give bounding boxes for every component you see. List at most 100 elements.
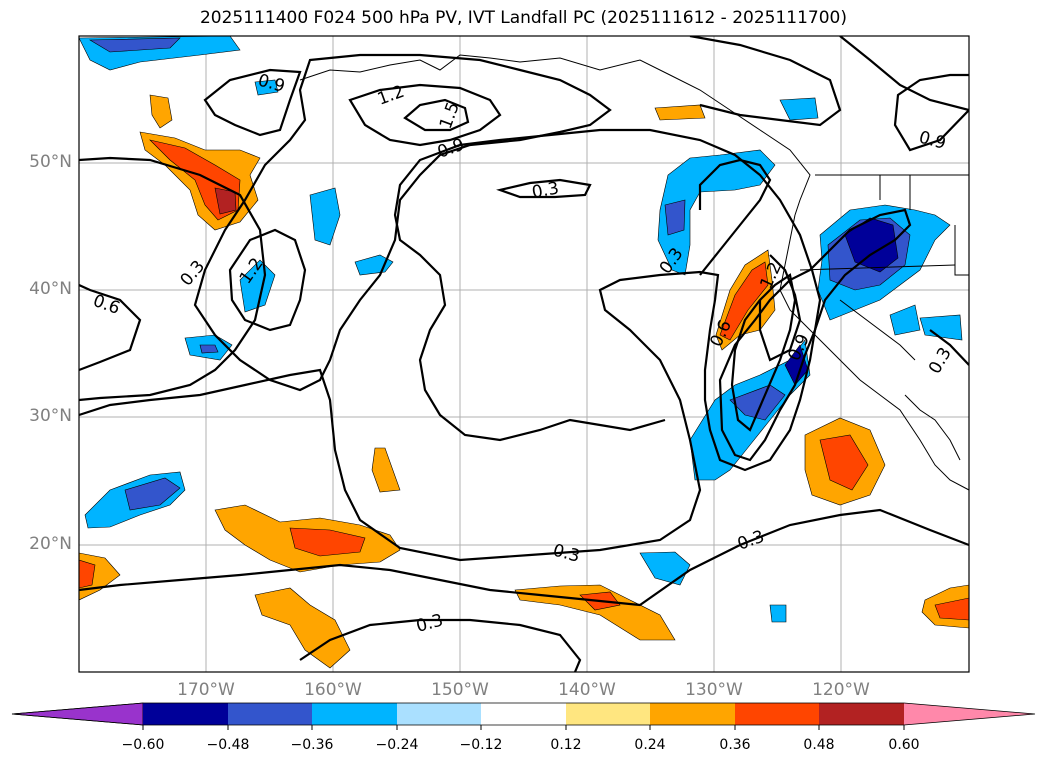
- negative-pv-region: [729, 384, 786, 421]
- coastline-north-america: [779, 214, 969, 491]
- state-boundary: [839, 299, 916, 361]
- contour-0.9: [718, 208, 912, 462]
- negative-pv-region: [769, 604, 787, 623]
- colorbar-tick-label: −0.60: [121, 737, 165, 753]
- colorbar-segment: [397, 703, 481, 725]
- positive-pv-region: [514, 584, 676, 641]
- contour-0.9: [203, 68, 302, 137]
- contour-label: 0.3: [925, 344, 956, 377]
- negative-pv-region: [889, 304, 921, 336]
- contour-0.9: [893, 73, 969, 152]
- lon-label: 140°W: [558, 680, 616, 700]
- contour-label: 0.9: [435, 135, 467, 163]
- negative-pv-region: [354, 254, 394, 276]
- colorbar: [11, 702, 1036, 730]
- colorbar-segment: [228, 703, 312, 725]
- contour-label: 0.6: [90, 291, 122, 319]
- contour-0.3: [79, 128, 822, 562]
- contour-label: 0.3: [735, 527, 767, 555]
- positive-pv-region: [149, 94, 173, 129]
- colorbar-segment: [312, 703, 397, 725]
- negative-pv-region: [919, 314, 963, 341]
- colorbar-segment: [481, 703, 566, 725]
- contour-0.3: [299, 618, 582, 672]
- coastline-alaska: [299, 54, 811, 216]
- negative-pv-region: [779, 97, 819, 121]
- lat-label: 20°N: [29, 534, 72, 554]
- contour-label: 1.2: [375, 82, 407, 110]
- colorbar-tick-label: 0.48: [803, 737, 835, 753]
- negative-pv-region: [664, 199, 686, 236]
- contour-label: 0.3: [177, 257, 210, 291]
- colorbar-tick-label: −0.48: [206, 737, 250, 753]
- contour-0.9: [698, 158, 772, 276]
- colorbar-segment: [650, 703, 735, 725]
- contour-1.5: [403, 98, 470, 132]
- lat-label: 30°N: [29, 406, 72, 426]
- lat-label: 50°N: [29, 152, 72, 172]
- colorbar-segment: [819, 703, 904, 725]
- state-boundary: [799, 264, 956, 271]
- map-frame: [78, 35, 970, 673]
- positive-pv-region: [254, 587, 351, 669]
- state-boundary: [879, 175, 969, 276]
- contour-label: 0.3: [414, 611, 445, 637]
- contour-0.9: [689, 36, 842, 127]
- contour-0.9: [839, 36, 969, 112]
- pv-shading: [79, 36, 969, 669]
- negative-pv-region: [88, 37, 181, 53]
- colorbar-segment: [735, 703, 819, 725]
- contour-0.6: [758, 254, 802, 362]
- colorbar-ticks: [142, 725, 905, 730]
- positive-pv-region: [79, 559, 96, 589]
- contour-label: 0.3: [551, 541, 582, 567]
- positive-pv-region: [371, 447, 401, 493]
- colorbar-tick-label: 0.24: [634, 737, 666, 753]
- coastline-baja: [904, 394, 961, 461]
- colorbar-tick-label: −0.36: [290, 737, 334, 753]
- contour-0.9: [193, 53, 612, 392]
- contour-0.6: [79, 283, 142, 372]
- contour-label: 0.9: [917, 128, 948, 154]
- colorbar-tick-label: 0.60: [888, 737, 920, 753]
- positive-pv-region: [654, 104, 706, 121]
- lon-label: 160°W: [304, 680, 362, 700]
- negative-pv-region: [657, 149, 776, 276]
- negative-pv-region: [124, 477, 181, 511]
- contour-1.2: [228, 228, 307, 332]
- colorbar-tick-label: 0.36: [719, 737, 751, 753]
- positive-pv-region: [819, 434, 869, 491]
- negative-pv-region: [254, 79, 279, 96]
- lat-label: 40°N: [29, 279, 72, 299]
- colorbar-tick-label: 0.12: [550, 737, 582, 753]
- contour-0.3: [929, 329, 969, 366]
- contour-1.2: [348, 83, 502, 147]
- lon-label: 170°W: [177, 680, 235, 700]
- colorbar-tick-label: −0.12: [459, 737, 503, 753]
- contour-label: 0.3: [530, 179, 560, 203]
- contour-1.2: [730, 273, 797, 432]
- lon-label: 120°W: [812, 680, 870, 700]
- negative-pv-region: [199, 344, 219, 354]
- map-plot-area: 0.9 1.2 1.5 0.9 0.3 0.3 1.2 0.6 0.3 0.6 …: [79, 36, 969, 672]
- positive-pv-region: [719, 261, 769, 341]
- colorbar-segment: [904, 703, 1035, 725]
- positive-pv-region: [214, 187, 237, 215]
- negative-pv-region: [844, 217, 899, 273]
- colorbar-segment: [11, 702, 144, 726]
- negative-pv-region: [239, 259, 276, 313]
- pv-contours: [79, 36, 969, 672]
- colorbar-tick-label: −0.24: [375, 737, 419, 753]
- negative-pv-region: [309, 187, 341, 246]
- contour-0.3: [79, 508, 969, 607]
- coastlines: [299, 54, 969, 491]
- contour-0.6: [79, 156, 267, 402]
- lon-label: 150°W: [431, 680, 489, 700]
- contour-0.3: [496, 178, 592, 199]
- negative-pv-region: [639, 551, 691, 586]
- lon-label: 130°W: [685, 680, 743, 700]
- positive-pv-region: [289, 527, 366, 557]
- positive-pv-region: [934, 597, 969, 621]
- map-title: 2025111400 F024 500 hPa PV, IVT Landfall…: [199, 8, 847, 28]
